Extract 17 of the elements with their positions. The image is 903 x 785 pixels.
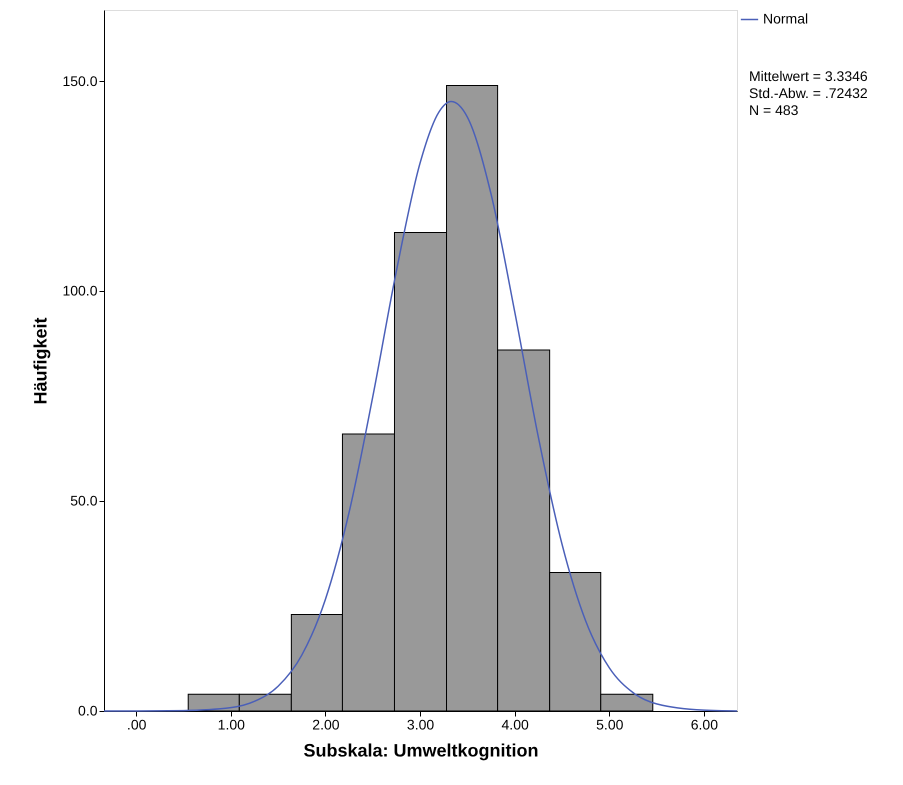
y-tick-label: 100.0 bbox=[62, 282, 98, 299]
x-tick-label: 5.00 bbox=[596, 716, 624, 732]
y-tick-label: 0.0 bbox=[78, 702, 98, 718]
x-tick-label: 6.00 bbox=[690, 716, 718, 732]
x-axis-title: Subskala: Umweltkognition bbox=[303, 740, 539, 760]
legend-label: Normal bbox=[763, 10, 808, 26]
x-tick-label: 1.00 bbox=[218, 716, 246, 732]
x-tick-label: 3.00 bbox=[406, 716, 434, 732]
x-tick-label: 2.00 bbox=[312, 716, 340, 732]
y-tick-label: 50.0 bbox=[70, 492, 98, 509]
text: N = 483 bbox=[749, 102, 799, 118]
y-tick-label: 150.0 bbox=[62, 72, 98, 89]
text: Std.-Abw. = .72432 bbox=[749, 85, 868, 101]
y-axis-title: Häufigkeit bbox=[30, 317, 50, 405]
x-tick-label: .00 bbox=[126, 716, 147, 732]
text: Mittelwert = 3.3346 bbox=[749, 68, 868, 84]
x-tick-label: 4.00 bbox=[502, 716, 529, 732]
